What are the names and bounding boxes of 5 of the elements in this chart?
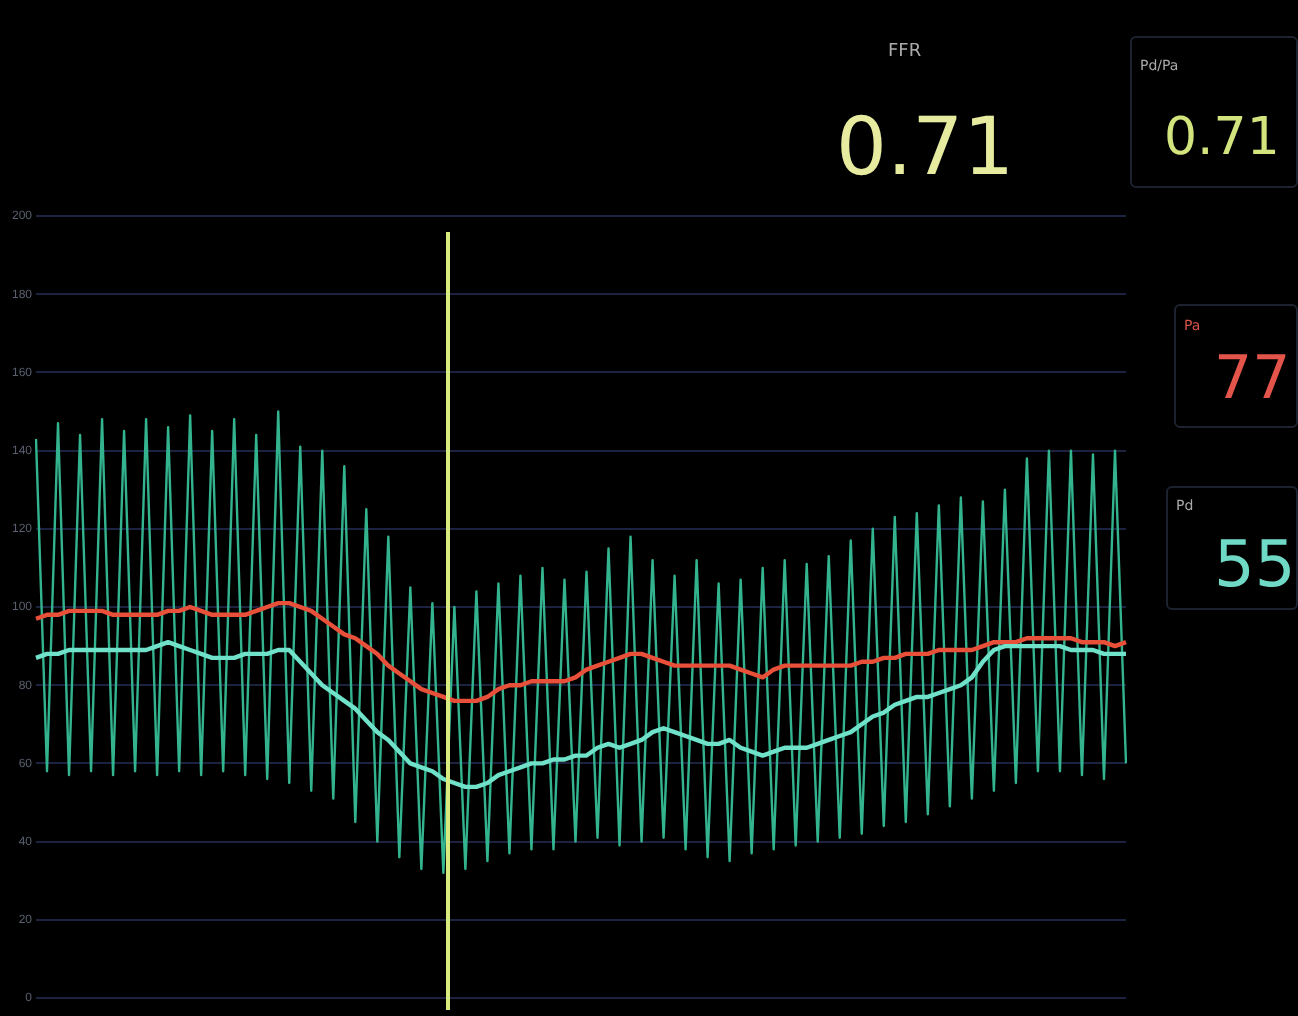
text: 0.71 (1164, 108, 1280, 168)
text: FFR (888, 42, 922, 62)
text: 55 (1214, 526, 1296, 602)
text: 0.71 (836, 102, 1015, 194)
text: 77 (1214, 344, 1291, 414)
